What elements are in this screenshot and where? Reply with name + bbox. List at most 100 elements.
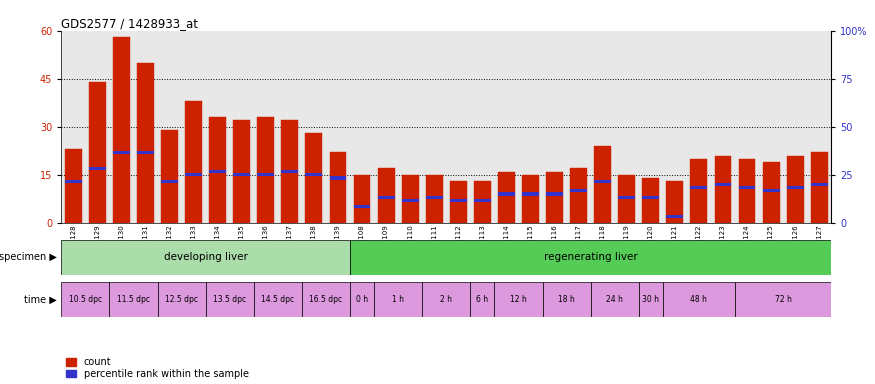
Bar <box>619 175 635 223</box>
Text: regenerating liver: regenerating liver <box>543 252 638 262</box>
Text: developing liver: developing liver <box>164 252 248 262</box>
Bar <box>663 282 735 317</box>
Bar <box>594 180 611 183</box>
Bar <box>735 282 831 317</box>
Bar <box>715 183 732 186</box>
Bar <box>591 282 639 317</box>
Bar <box>186 173 202 176</box>
Bar <box>690 159 707 223</box>
Bar <box>209 117 226 223</box>
Text: 11.5 dpc: 11.5 dpc <box>117 295 150 304</box>
Bar <box>209 170 226 173</box>
Bar <box>787 156 803 223</box>
Bar <box>330 176 346 180</box>
Bar <box>738 159 755 223</box>
Bar <box>738 186 755 189</box>
Text: 12 h: 12 h <box>510 295 527 304</box>
Bar <box>65 180 81 183</box>
Bar <box>498 192 514 195</box>
Bar <box>522 175 539 223</box>
Bar <box>234 173 250 176</box>
Bar <box>113 37 130 223</box>
Bar <box>450 199 466 202</box>
Bar <box>282 170 298 173</box>
Bar <box>354 175 370 223</box>
Text: 16.5 dpc: 16.5 dpc <box>310 295 342 304</box>
Bar <box>137 63 154 223</box>
Bar <box>350 240 831 275</box>
Bar <box>642 195 659 199</box>
Bar <box>161 180 178 183</box>
Bar <box>546 192 563 195</box>
Text: 10.5 dpc: 10.5 dpc <box>69 295 102 304</box>
Text: 2 h: 2 h <box>440 295 452 304</box>
Legend: count, percentile rank within the sample: count, percentile rank within the sample <box>66 357 248 379</box>
Bar <box>350 282 374 317</box>
Bar <box>426 175 443 223</box>
Bar <box>639 282 663 317</box>
Bar <box>474 199 491 202</box>
Bar <box>302 282 350 317</box>
Bar <box>186 101 202 223</box>
Bar <box>667 215 683 218</box>
Bar <box>234 120 250 223</box>
Bar <box>426 195 443 199</box>
Text: 0 h: 0 h <box>356 295 368 304</box>
Bar <box>374 282 423 317</box>
Bar <box>305 133 322 223</box>
Text: 30 h: 30 h <box>642 295 659 304</box>
Bar <box>65 149 81 223</box>
Text: specimen ▶: specimen ▶ <box>0 252 57 262</box>
Bar <box>257 173 274 176</box>
Bar <box>763 189 780 192</box>
Bar <box>423 282 471 317</box>
Bar <box>498 172 514 223</box>
Bar <box>546 172 563 223</box>
Bar <box>61 282 109 317</box>
Bar <box>161 130 178 223</box>
Bar <box>61 240 350 275</box>
Text: 14.5 dpc: 14.5 dpc <box>262 295 294 304</box>
Text: 6 h: 6 h <box>476 295 488 304</box>
Bar <box>570 189 587 192</box>
Bar <box>642 178 659 223</box>
Bar <box>89 82 106 223</box>
Text: 48 h: 48 h <box>690 295 707 304</box>
Text: 1 h: 1 h <box>392 295 404 304</box>
Bar <box>619 195 635 199</box>
Bar <box>667 181 683 223</box>
Bar <box>450 181 466 223</box>
Bar <box>137 151 154 154</box>
Bar <box>402 175 418 223</box>
Bar <box>763 162 780 223</box>
Bar <box>257 117 274 223</box>
Bar <box>354 205 370 208</box>
Bar <box>522 192 539 195</box>
Bar <box>378 168 395 223</box>
Text: 13.5 dpc: 13.5 dpc <box>214 295 246 304</box>
Text: time ▶: time ▶ <box>24 295 57 305</box>
Bar <box>89 167 106 170</box>
Bar <box>594 146 611 223</box>
Bar <box>715 156 732 223</box>
Bar <box>787 186 803 189</box>
Bar <box>474 181 491 223</box>
Bar <box>330 152 346 223</box>
Bar <box>206 282 254 317</box>
Bar <box>158 282 206 317</box>
Bar <box>570 168 587 223</box>
Bar <box>402 199 418 202</box>
Bar <box>109 282 158 317</box>
Text: 18 h: 18 h <box>558 295 575 304</box>
Text: 12.5 dpc: 12.5 dpc <box>165 295 198 304</box>
Bar <box>811 152 828 223</box>
Text: 72 h: 72 h <box>774 295 792 304</box>
Bar <box>471 282 494 317</box>
Bar <box>811 183 828 186</box>
Bar <box>690 186 707 189</box>
Text: GDS2577 / 1428933_at: GDS2577 / 1428933_at <box>61 17 199 30</box>
Bar <box>494 282 542 317</box>
Bar <box>542 282 591 317</box>
Text: 24 h: 24 h <box>606 295 623 304</box>
Bar <box>282 120 298 223</box>
